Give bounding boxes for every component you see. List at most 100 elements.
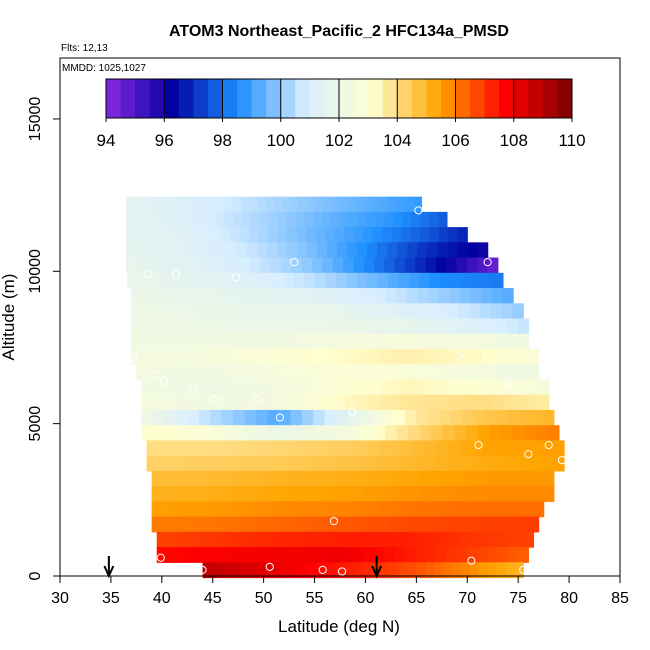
colorbar-segment [426, 79, 442, 118]
heatmap-cell [252, 470, 264, 487]
heatmap-cell [450, 272, 462, 289]
heatmap-cell [259, 211, 270, 228]
heatmap-cell [367, 242, 378, 259]
colorbar-tick-label: 110 [558, 131, 585, 150]
x-axis-label: Latitude (deg N) [278, 617, 400, 636]
heatmap-cell [466, 257, 478, 274]
heatmap-cell [396, 196, 406, 213]
heatmap-cell [419, 425, 432, 442]
heatmap-cell [442, 425, 456, 442]
heatmap-cell [183, 227, 194, 243]
heatmap-cell [481, 348, 494, 365]
heatmap-cell [428, 288, 440, 304]
heatmap-cell [375, 486, 387, 502]
heatmap-cell [471, 364, 484, 381]
heatmap-cell [492, 394, 505, 411]
heatmap-cell [199, 425, 212, 442]
heatmap-cell [185, 486, 197, 502]
heatmap-cell [152, 379, 165, 396]
heatmap-cell [397, 531, 409, 548]
heatmap-cell [218, 486, 231, 502]
heatmap-cell [508, 409, 521, 426]
heatmap-cell [542, 486, 555, 502]
heatmap-cell [268, 211, 279, 228]
heatmap-cell [368, 348, 381, 365]
heatmap-cell [146, 242, 157, 259]
heatmap-cell [437, 242, 449, 259]
heatmap-cell [345, 379, 357, 396]
heatmap-cell [176, 425, 189, 442]
heatmap-cell [393, 211, 403, 228]
heatmap-cell [378, 455, 391, 472]
observation-point [337, 567, 347, 576]
heatmap-cell [407, 318, 419, 335]
heatmap-cell [197, 318, 210, 335]
heatmap-cell [208, 196, 217, 213]
observation-point [483, 258, 492, 267]
heatmap-cell [291, 516, 303, 533]
heatmap-cell [440, 318, 452, 335]
heatmap-cell [424, 440, 438, 457]
heatmap-cell [391, 227, 402, 243]
heatmap-cell [473, 333, 485, 350]
heatmap-cell [286, 211, 297, 228]
heatmap-cell [485, 409, 498, 426]
heatmap-cell [219, 257, 231, 274]
heatmap-cell [239, 227, 250, 243]
heatmap-cell [227, 501, 240, 518]
heatmap-cell [142, 196, 152, 213]
y-tick-label: 10000 [27, 249, 44, 294]
heatmap-cell [481, 531, 493, 548]
chart-title: ATOM3 Northeast_Pacific_2 HFC134a_PMSD [169, 23, 509, 40]
heatmap-cell [266, 242, 278, 259]
heatmap-cell [340, 211, 350, 228]
heatmap-cell [382, 409, 395, 426]
heatmap-cell [466, 425, 479, 442]
heatmap-cell [353, 227, 364, 243]
heatmap-cell [203, 364, 216, 381]
heatmap-cell [274, 333, 287, 350]
heatmap-cell [427, 409, 440, 426]
heatmap-cell [397, 486, 410, 502]
observation-point [519, 565, 528, 575]
heatmap-cell [187, 425, 201, 442]
heatmap-cell [166, 242, 177, 259]
x-tick-label: 55 [306, 590, 324, 607]
heatmap-cell [405, 196, 414, 213]
heatmap-cell [491, 531, 503, 548]
heatmap-cell [434, 501, 447, 518]
heatmap-cell [527, 348, 540, 365]
heatmap-cell [398, 272, 410, 289]
heatmap-cell [290, 409, 303, 426]
heatmap-cell [495, 318, 507, 335]
heatmap-cell [363, 486, 376, 502]
heatmap-cell [322, 379, 335, 396]
heatmap-cell [176, 242, 188, 259]
heatmap-cell [142, 318, 154, 335]
heatmap-cell [380, 348, 393, 365]
heatmap-cell [175, 409, 188, 426]
heatmap-cell [531, 486, 544, 502]
heatmap-cell [162, 501, 175, 518]
heatmap-cell [429, 272, 441, 289]
heatmap-cell [290, 288, 302, 304]
observation-point [129, 352, 138, 361]
heatmap-cell [449, 288, 461, 304]
heatmap-cell [468, 303, 481, 320]
colorbar-segment [295, 79, 311, 118]
heatmap-cell [372, 227, 383, 243]
heatmap-cell [352, 470, 365, 487]
heatmap-cell [250, 531, 262, 548]
heatmap-cell [258, 288, 270, 304]
heatmap-cell [348, 211, 359, 228]
heatmap-cell [370, 303, 383, 320]
heatmap-cell [436, 348, 449, 365]
heatmap-cell [370, 409, 383, 426]
colorbar-segment [368, 79, 384, 118]
heatmap-cell [187, 348, 200, 365]
heatmap-cell [514, 379, 527, 396]
heatmap-cell [220, 227, 231, 243]
colorbar-segment [513, 79, 529, 118]
heatmap-cell [248, 364, 260, 381]
